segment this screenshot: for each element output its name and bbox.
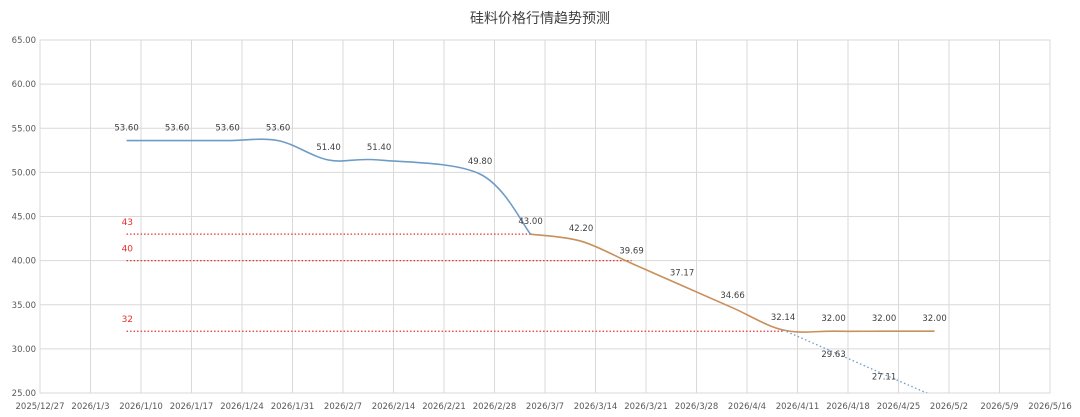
y-tick-label: 35.00	[12, 301, 36, 311]
data-label: 34.66	[720, 291, 744, 301]
reference-line-label: 43	[122, 218, 133, 228]
data-label: 37.17	[670, 269, 694, 279]
x-tick-label: 2026/1/10	[119, 402, 163, 412]
y-tick-label: 40.00	[12, 257, 36, 267]
y-tick-label: 60.00	[12, 80, 36, 90]
plot-area-border	[39, 39, 1051, 394]
x-tick-label: 2026/2/21	[422, 402, 466, 412]
data-label: 32.00	[922, 314, 946, 324]
x-tick-label: 2026/5/9	[980, 402, 1018, 412]
x-tick-label: 2026/4/11	[776, 402, 820, 412]
x-tick-label: 2026/2/7	[324, 402, 362, 412]
x-tick-label: 2026/4/25	[877, 402, 921, 412]
series-line-3	[782, 329, 929, 393]
y-tick-label: 50.00	[12, 168, 36, 178]
x-tick-label: 2026/2/14	[372, 402, 416, 412]
data-label: 53.60	[215, 124, 239, 134]
x-tick-label: 2026/1/24	[220, 402, 264, 412]
data-label: 49.80	[468, 157, 492, 167]
y-tick-label: 45.00	[12, 213, 36, 223]
data-label: 29.63	[821, 350, 845, 360]
x-tick-label: 2026/2/28	[473, 402, 517, 412]
reference-line-label: 40	[122, 245, 134, 255]
data-label: 32.00	[821, 314, 845, 324]
x-tick-label: 2026/1/31	[271, 402, 315, 412]
x-tick-label: 2026/5/2	[930, 402, 968, 412]
x-tick-label: 2026/4/18	[826, 402, 870, 412]
data-label: 32.00	[872, 314, 896, 324]
data-label: 53.60	[266, 124, 290, 134]
data-label: 53.60	[114, 124, 138, 134]
x-tick-label: 2026/1/17	[170, 402, 214, 412]
x-tick-label: 2026/3/28	[675, 402, 719, 412]
data-label: 51.40	[316, 143, 340, 153]
x-tick-label: 2026/3/14	[574, 402, 618, 412]
series-line-1	[126, 138, 532, 235]
data-label: 53.60	[165, 124, 189, 134]
y-tick-label: 55.00	[12, 124, 36, 134]
data-label: 32.14	[771, 313, 795, 323]
series-line-2	[530, 233, 935, 333]
x-tick-label: 2026/3/7	[526, 402, 564, 412]
x-tick-label: 2026/3/21	[624, 402, 668, 412]
x-tick-label: 2026/5/16	[1028, 402, 1072, 412]
data-label: 51.40	[367, 143, 391, 153]
data-label: 43.00	[518, 217, 542, 227]
data-label: 27.11	[872, 372, 896, 382]
x-tick-label: 2026/1/3	[71, 402, 109, 412]
x-tick-label: 2025/12/27	[16, 402, 65, 412]
chart-title: 硅料价格行情趋势预测	[470, 11, 610, 27]
x-tick-label: 2026/4/4	[728, 402, 766, 412]
data-label: 42.20	[569, 224, 593, 234]
data-label: 39.69	[619, 246, 643, 256]
y-tick-label: 65.00	[12, 36, 36, 46]
reference-line-label: 32	[122, 315, 133, 325]
y-tick-label: 30.00	[12, 345, 36, 355]
y-tick-label: 25.00	[12, 389, 36, 399]
